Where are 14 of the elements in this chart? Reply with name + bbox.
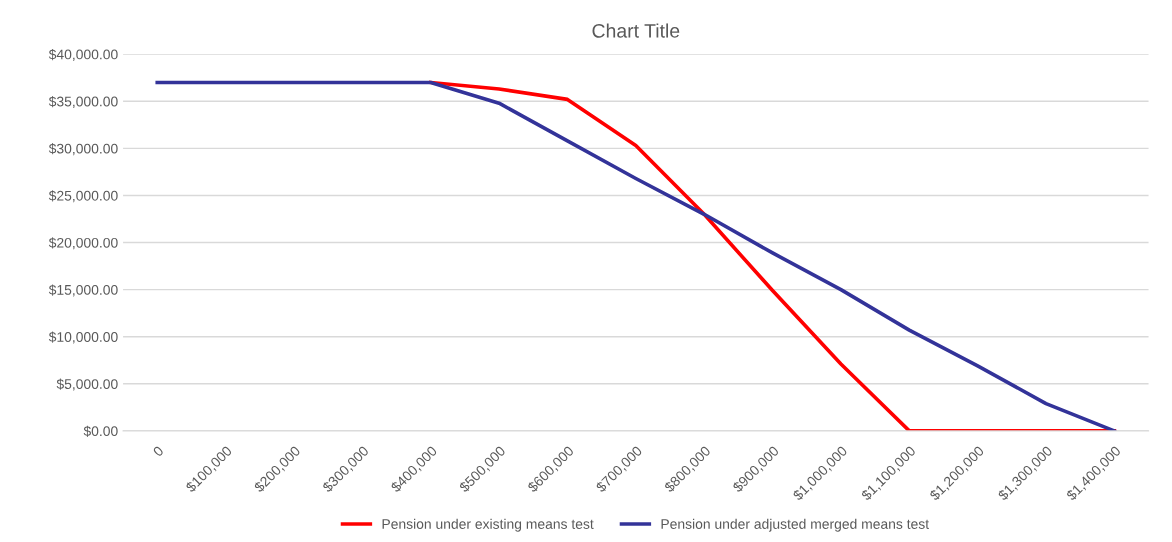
line-series <box>155 80 1117 431</box>
y-tick-label: $30,000.00 <box>48 143 118 156</box>
y-tick-label: $40,000.00 <box>48 48 118 62</box>
y-tick-label: $0.00 <box>83 425 118 437</box>
y-tick-label: $15,000.00 <box>48 284 118 297</box>
y-tick-label: $20,000.00 <box>48 237 118 250</box>
legend-label: Pension under adjusted merged means test <box>661 518 929 532</box>
legend-label: Pension under existing means test <box>382 518 594 532</box>
x-tick-label: 0 <box>152 445 165 458</box>
chart-title: Chart Title <box>592 23 680 38</box>
y-tick-label: $10,000.00 <box>48 331 118 344</box>
y-tick-label: $35,000.00 <box>48 96 118 109</box>
y-tick-label: $25,000.00 <box>48 190 118 203</box>
y-tick-label: $5,000.00 <box>56 378 118 391</box>
